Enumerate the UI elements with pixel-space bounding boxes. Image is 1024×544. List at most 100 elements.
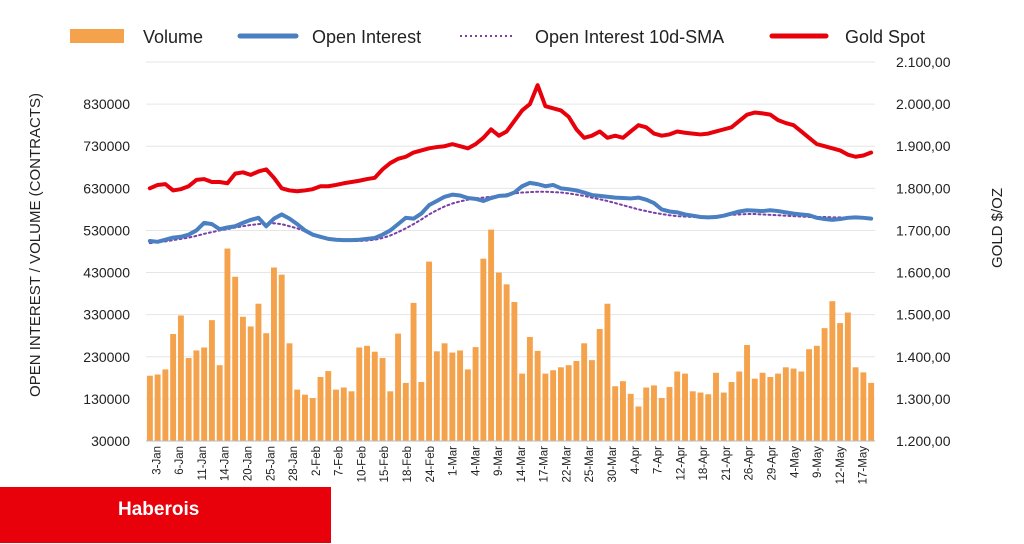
volume-bar — [813, 345, 820, 441]
volume-bar — [519, 373, 526, 441]
volume-bar — [844, 312, 851, 441]
x-tick-label: 25-Jan — [265, 446, 277, 481]
volume-bar — [364, 345, 370, 441]
volume-bar — [464, 369, 471, 441]
x-tick-label: 20-Jan — [243, 446, 255, 481]
volume-bar — [550, 370, 557, 441]
volume-bar — [426, 261, 433, 441]
volume-bar — [790, 368, 797, 441]
volume-bar — [736, 371, 743, 441]
x-tick-label: 9-May — [812, 446, 824, 478]
volume-bar — [651, 385, 657, 441]
brand-banner: Haberois — [0, 487, 331, 543]
series-lines — [147, 83, 874, 245]
volume-bar — [495, 272, 502, 441]
volume-bar — [224, 248, 231, 441]
left-tick-label: 430000 — [83, 265, 130, 281]
volume-bar — [247, 326, 254, 441]
left-tick-label: 830000 — [83, 96, 130, 112]
x-tick-label: 30-Mar — [607, 446, 619, 483]
open-interest-line — [147, 180, 874, 244]
volume-bar — [302, 394, 308, 441]
x-tick-label: 29-Apr — [767, 446, 779, 481]
x-tick-label: 28-Jan — [288, 446, 300, 481]
right-tick-label: 1.600,00 — [896, 265, 951, 281]
x-tick-label: 7-Feb — [334, 446, 346, 476]
volume-bar — [806, 349, 813, 441]
volume-bar — [852, 367, 859, 441]
x-tick-label: 1-Mar — [448, 446, 460, 476]
volume-bar — [185, 358, 192, 441]
x-tick-label: 15-Feb — [379, 446, 391, 482]
volume-bar — [216, 365, 223, 441]
volume-bar — [643, 387, 650, 441]
x-tick-label: 6-Jan — [174, 446, 186, 475]
volume-bar — [294, 389, 301, 441]
x-tick-label: 11-Jan — [197, 446, 209, 480]
left-axis-label: OPEN INTEREST / VOLUME (CONTRACTS) — [27, 93, 44, 397]
volume-bar — [860, 372, 867, 441]
volume-bar — [829, 301, 836, 441]
volume-bar — [395, 333, 401, 441]
volume-bar — [208, 320, 215, 441]
right-tick-label: 1.900,00 — [896, 138, 951, 154]
left-tick-label: 530000 — [83, 222, 130, 238]
right-tick-label: 1.700,00 — [896, 222, 951, 238]
volume-bar — [821, 328, 828, 441]
x-tick-label: 14-Mar — [516, 446, 528, 483]
volume-bar — [193, 350, 200, 441]
volume-bar — [410, 302, 417, 441]
volume-bar — [239, 316, 246, 441]
brand-name: Haberois — [118, 499, 200, 520]
x-tick-label: 2-Feb — [311, 446, 323, 476]
volume-bar — [263, 333, 270, 441]
volume-bar — [340, 387, 347, 441]
volume-bar — [635, 406, 642, 441]
volume-bar — [658, 398, 665, 441]
x-tick-label: 14-Jan — [220, 446, 232, 481]
x-axis-ticks: 3-Jan 6-Jan 11-Jan 14-Jan 20-Jan 25-Jan 28-Jan… — [151, 446, 869, 485]
volume-bar — [255, 303, 262, 441]
volume-bar — [278, 274, 285, 441]
left-tick-label: 630000 — [83, 180, 130, 196]
x-tick-label: 12-Apr — [675, 446, 687, 481]
right-tick-label: 1.800,00 — [896, 180, 951, 196]
volume-bar — [689, 391, 696, 441]
legend-label-gold-spot: Gold Spot — [845, 27, 925, 47]
legend-label-volume: Volume — [143, 27, 203, 47]
volume-bar — [286, 343, 293, 441]
volume-bar — [767, 376, 774, 441]
x-tick-label: 9-Mar — [493, 446, 505, 476]
volume-bar — [511, 302, 518, 441]
volume-bar — [526, 336, 533, 441]
x-tick-label: 26-Apr — [744, 446, 756, 481]
right-axis-ticks: 2.100,00 2.000,00 1.900,00 1.800,00 1.700,00… — [896, 54, 951, 449]
volume-bar — [682, 373, 688, 441]
legend-label-oi-sma: Open Interest 10d-SMA — [535, 27, 724, 47]
volume-bar — [371, 351, 378, 441]
volume-bar — [837, 323, 844, 441]
volume-bar — [433, 351, 440, 441]
volume-bar — [441, 343, 448, 441]
left-tick-label: 130000 — [83, 391, 130, 407]
volume-bar — [177, 315, 184, 441]
right-tick-label: 2.000,00 — [896, 96, 951, 112]
right-tick-label: 1.300,00 — [896, 391, 951, 407]
volume-bar — [604, 303, 611, 441]
volume-bar — [333, 389, 339, 441]
volume-bar — [728, 382, 735, 441]
x-tick-label: 21-Apr — [721, 446, 733, 481]
x-tick-label: 22-Mar — [562, 446, 574, 483]
x-tick-label: 17-May — [858, 446, 870, 485]
x-tick-label: 3-Jan — [151, 446, 163, 475]
volume-bar — [620, 381, 626, 441]
volume-bar — [325, 371, 332, 441]
volume-bar — [705, 394, 712, 441]
volume-bar — [449, 352, 456, 441]
volume-bar — [472, 347, 479, 441]
x-tick-label: 12-May — [835, 446, 847, 485]
volume-bar — [488, 229, 495, 441]
volume-bar — [627, 393, 634, 441]
right-tick-label: 1.200,00 — [896, 433, 951, 449]
